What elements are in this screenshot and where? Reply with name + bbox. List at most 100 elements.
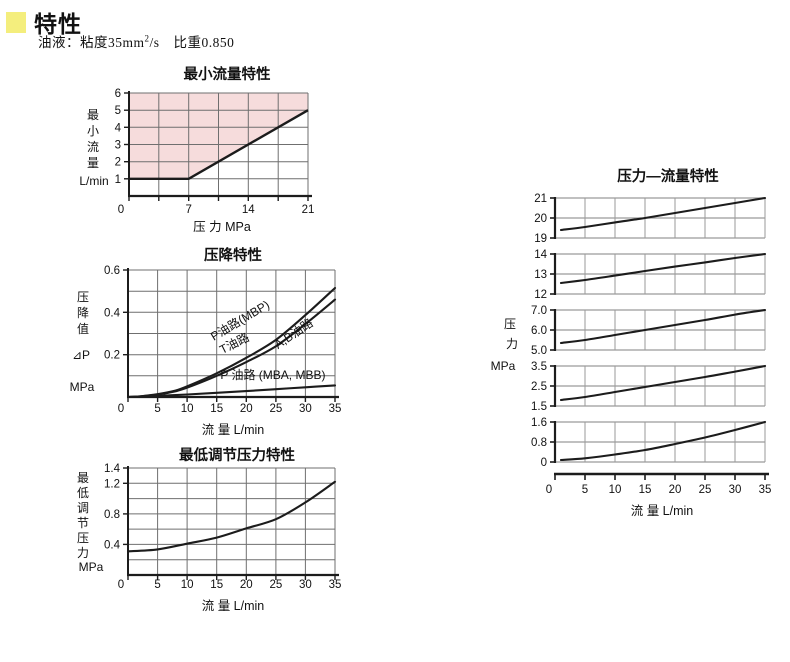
y-tick-label: 5 xyxy=(115,105,121,117)
x-tick-label: 5 xyxy=(154,403,160,415)
chart-title: 最小流量特性 xyxy=(184,65,271,83)
y-tick-label: 0 xyxy=(541,457,547,469)
y-axis-label: 小 xyxy=(87,124,99,138)
y-tick-label: 0.4 xyxy=(104,539,121,551)
y-axis-label: 力 xyxy=(77,546,89,560)
x-tick-label: 10 xyxy=(181,403,194,415)
y-tick-label: 1.6 xyxy=(531,417,547,429)
y-tick-label: 6.0 xyxy=(531,325,547,337)
chart-title: 压力—流量特性 xyxy=(617,167,719,185)
data-curve xyxy=(559,196,767,232)
x-tick-label: 25 xyxy=(699,484,712,496)
y-axis-label: 最 xyxy=(87,108,99,122)
x-tick-label: 15 xyxy=(210,403,223,415)
y-axis-label: 值 xyxy=(77,321,89,336)
y-tick-label: 13 xyxy=(534,269,547,281)
x-tick-label: 25 xyxy=(270,403,283,415)
data-curve xyxy=(559,308,767,345)
y-tick-label: 1.5 xyxy=(531,401,547,413)
y-tick-label: 0.8 xyxy=(531,437,547,449)
boundary-curve xyxy=(129,109,309,181)
y-axis-unit: MPa xyxy=(79,560,104,574)
fluid-spec-gravity: 比重0.850 xyxy=(173,35,235,50)
y-tick-label: 12 xyxy=(534,289,547,301)
x-tick-label: 20 xyxy=(240,579,253,591)
y-tick-label: 4 xyxy=(115,122,122,134)
x-axis-label: 流 量 L/min xyxy=(202,423,265,437)
y-tick-label: 19 xyxy=(534,233,547,245)
x-tick-label: 35 xyxy=(329,403,342,415)
y-axis-label: 最 xyxy=(77,471,89,485)
chart-pressure-flow: 19 20 21 12 13 14 5.0 6.0 7.0 1.5 2.5 3.5 0 0.8 1.6 0 5 1… xyxy=(491,167,772,518)
x-tick-label: 10 xyxy=(609,484,622,496)
y-tick-label: 7.0 xyxy=(531,305,547,317)
y-tick-label: 21 xyxy=(534,193,547,205)
fluid-spec-viscosity: 油液：粘度35mm xyxy=(38,35,145,50)
x-tick-label: 0 xyxy=(118,403,124,415)
section-bullet-icon xyxy=(6,11,26,33)
x-tick-label: 30 xyxy=(299,579,312,591)
x-tick-label: 30 xyxy=(729,484,742,496)
x-tick-label: 21 xyxy=(302,204,315,216)
y-tick-label: 3.5 xyxy=(531,361,547,373)
x-tick-label: 30 xyxy=(299,403,312,415)
section-header: 特性 xyxy=(6,5,82,39)
y-axis-unit: L/min xyxy=(79,174,108,188)
y-axis-label: 压 xyxy=(504,317,516,331)
y-tick-label: 5.0 xyxy=(531,345,547,357)
y-tick-label: 20 xyxy=(534,213,547,225)
y-tick-label: 2.5 xyxy=(531,381,547,393)
chart-min-adjust-pressure: 0 5 10 15 20 25 30 35 0.4 0.8 1.2 1.4 最低调节压力特性最低调节压力… xyxy=(77,446,342,613)
x-tick-label: 25 xyxy=(270,579,283,591)
y-axis-label: 压 xyxy=(77,531,89,545)
y-tick-label: 0.8 xyxy=(104,509,120,521)
x-tick-label: 5 xyxy=(154,579,160,591)
x-axis-label: 压 力 MPa xyxy=(193,220,251,234)
data-curve xyxy=(559,420,767,462)
y-tick-label: 2 xyxy=(115,157,121,169)
y-axis-unit: MPa xyxy=(491,359,516,373)
fluid-spec-superscript: 2 xyxy=(144,33,150,44)
y-axis-label: 力 xyxy=(506,337,518,351)
y-axis-label: 流 xyxy=(87,140,99,154)
data-curve xyxy=(126,384,337,399)
y-tick-label: 6 xyxy=(115,88,121,100)
y-axis-label: 压 xyxy=(77,290,89,304)
x-tick-label: 15 xyxy=(210,579,223,591)
x-axis-label: 流 量 L/min xyxy=(631,504,694,518)
y-axis-label: 降 xyxy=(77,306,89,320)
x-tick-label: 0 xyxy=(118,204,124,216)
curve-label: P 油路 (MBA, MBB) xyxy=(220,367,325,382)
data-curve xyxy=(126,480,337,553)
x-tick-label: 35 xyxy=(329,579,342,591)
y-tick-label: 3 xyxy=(115,140,121,152)
x-tick-label: 0 xyxy=(546,484,552,496)
y-axis-label: 量 xyxy=(87,156,99,170)
chart-title: 压降特性 xyxy=(204,246,262,264)
y-tick-label: 0.4 xyxy=(104,307,121,319)
x-tick-label: 20 xyxy=(669,484,682,496)
y-tick-label: 1 xyxy=(115,174,121,186)
x-tick-label: 35 xyxy=(759,484,772,496)
y-tick-label: 0.2 xyxy=(104,350,120,362)
x-tick-label: 14 xyxy=(242,204,255,216)
y-axis-label: 节 xyxy=(77,516,89,530)
y-tick-label: 0.6 xyxy=(104,265,120,277)
y-axis-unit: MPa xyxy=(70,380,95,394)
section-title: 特性 xyxy=(34,11,82,37)
x-tick-label: 7 xyxy=(185,204,191,216)
y-tick-label: 1.2 xyxy=(104,478,120,490)
y-axis-label: 调 xyxy=(77,501,89,515)
x-tick-label: 15 xyxy=(639,484,652,496)
y-tick-label: 14 xyxy=(534,249,547,261)
x-axis-label: 流 量 L/min xyxy=(202,599,265,613)
x-tick-label: 10 xyxy=(181,579,194,591)
x-tick-label: 5 xyxy=(582,484,588,496)
y-axis-symbol: ⊿P xyxy=(72,348,90,362)
x-tick-label: 0 xyxy=(118,579,124,591)
fluid-spec: 油液：粘度35mm2/s 比重0.850 xyxy=(38,31,234,51)
y-tick-label: 1.4 xyxy=(104,463,121,475)
